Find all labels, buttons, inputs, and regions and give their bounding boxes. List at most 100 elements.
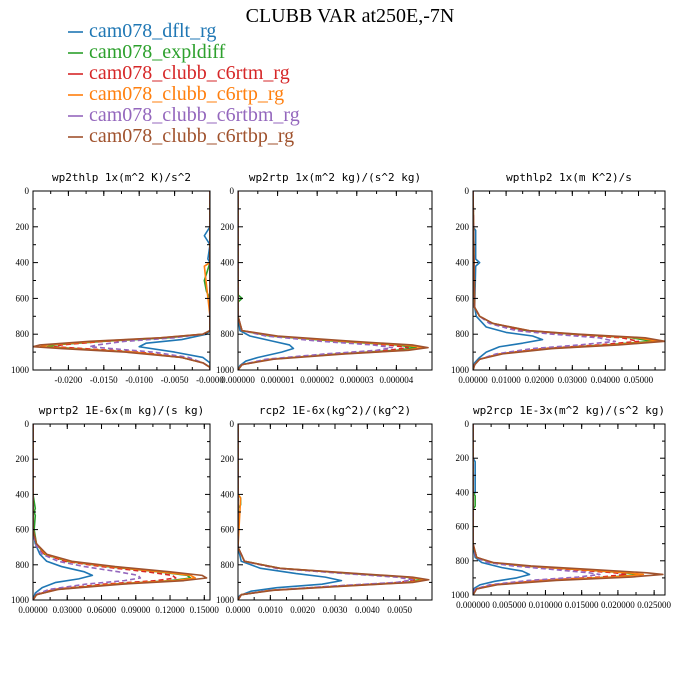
x-tick-label: 0.0020 [290, 605, 315, 615]
y-tick-label: 200 [456, 222, 470, 232]
legend-label: cam078_clubb_c6rtbm_rg [89, 104, 300, 126]
y-tick-label: 600 [221, 525, 235, 535]
x-tick-label: -0.0100 [125, 375, 153, 385]
axis-frame [237, 190, 433, 371]
series-line [473, 191, 640, 370]
y-tick-label: 800 [16, 329, 30, 339]
series-group [473, 424, 664, 595]
series-line [33, 424, 192, 600]
y-tick-label: 0 [230, 186, 235, 196]
x-tick-label: 0.02000 [525, 375, 555, 385]
panel-title: wp2rcp 1E-3x(m^2 kg)/(s^2 kg) [473, 404, 665, 417]
y-tick-label: 1000 [216, 595, 235, 605]
y-tick-label: 800 [456, 329, 470, 339]
x-tick-label: 0.0030 [323, 605, 348, 615]
series-line [238, 191, 429, 370]
panel-title: wprtp2 1E-6x(m kg)/(s kg) [39, 404, 205, 417]
legend: cam078_dflt_rgcam078_expldiffcam078_club… [68, 20, 300, 147]
series-line [33, 191, 210, 370]
series-line [238, 424, 343, 600]
x-tick-label: -0.0050 [161, 375, 189, 385]
series-line [33, 424, 196, 600]
y-tick-label: 600 [456, 522, 470, 532]
series-line [473, 424, 601, 595]
x-tick-label: 0.15000 [190, 605, 220, 615]
series-line [473, 424, 531, 595]
x-tick-label: 0.000002 [300, 375, 334, 385]
y-tick-label: 1000 [11, 595, 30, 605]
x-tick-label: 0.000004 [379, 375, 413, 385]
x-tick-label: -0.0150 [90, 375, 118, 385]
y-tick-label: 0 [25, 419, 30, 429]
x-tick-label: 0.03000 [558, 375, 588, 385]
legend-label: cam078_expldiff [89, 41, 226, 63]
series-line [138, 191, 210, 370]
x-tick-label: 0.00000 [18, 605, 48, 615]
series-line [473, 191, 660, 370]
x-tick-label: 0.015000 [565, 600, 599, 610]
legend-item: cam078_expldiff [68, 41, 226, 63]
y-tick-label: 0 [465, 419, 470, 429]
legend-label: cam078_clubb_c6rtm_rg [89, 62, 290, 84]
chart-panel: wp2thlp 1x(m^2 K)/s^2 0 200 400 600 800 1000 -0… [11, 171, 224, 385]
y-tick-label: 1000 [216, 365, 235, 375]
x-tick-label: 0.06000 [87, 605, 117, 615]
series-line [473, 191, 617, 370]
y-tick-label: 200 [456, 453, 470, 463]
x-tick-label: 0.03000 [53, 605, 83, 615]
y-tick-label: 400 [16, 258, 30, 268]
series-line [238, 424, 430, 600]
legend-item: cam078_clubb_c6rtbm_rg [68, 104, 300, 126]
y-tick-label: 1000 [451, 590, 470, 600]
y-tick-label: 400 [456, 258, 470, 268]
y-tick-label: 600 [16, 293, 30, 303]
y-tick-label: 0 [25, 186, 30, 196]
x-tick-label: 0.010000 [529, 600, 563, 610]
y-tick-label: 200 [16, 454, 30, 464]
panel-title: wpthlp2 1x(m K^2)/s [506, 171, 632, 184]
panel-title: rcp2 1E-6x(kg^2)/(kg^2) [259, 404, 411, 417]
y-tick-label: 400 [16, 489, 30, 499]
series-line [238, 424, 427, 600]
series-group [238, 424, 430, 600]
x-tick-label: 0.020000 [601, 600, 635, 610]
x-tick-label: -0.0000 [196, 375, 224, 385]
x-tick-label: -0.0200 [55, 375, 83, 385]
x-tick-label: 0.025000 [637, 600, 671, 610]
y-tick-label: 200 [221, 222, 235, 232]
legend-label: cam078_clubb_c6rtp_rg [89, 83, 284, 105]
x-tick-label: 0.005000 [492, 600, 526, 610]
series-line [33, 424, 208, 600]
y-tick-label: 600 [221, 293, 235, 303]
legend-label: cam078_dflt_rg [89, 20, 216, 42]
series-line [33, 424, 177, 600]
y-tick-label: 800 [16, 560, 30, 570]
chart-panel: wpthlp2 1x(m K^2)/s 0 200 400 600 800 10000.00… [451, 171, 666, 385]
y-tick-label: 0 [230, 419, 235, 429]
series-line [473, 424, 664, 595]
y-tick-label: 200 [221, 454, 235, 464]
series-line [33, 424, 94, 600]
x-tick-label: 0.000000 [221, 375, 255, 385]
x-tick-label: 0.09000 [121, 605, 151, 615]
x-tick-label: 0.12000 [155, 605, 185, 615]
x-tick-label: 0.05000 [624, 375, 654, 385]
y-tick-label: 1000 [11, 365, 30, 375]
y-tick-label: 800 [221, 560, 235, 570]
series-group [473, 191, 665, 370]
x-tick-label: 0.0000 [226, 605, 251, 615]
x-tick-label: 0.0040 [355, 605, 380, 615]
x-tick-label: 0.000003 [340, 375, 374, 385]
x-tick-label: 0.0010 [258, 605, 283, 615]
x-tick-label: 0.04000 [591, 375, 621, 385]
series-line [238, 424, 424, 600]
series-group [33, 191, 210, 370]
legend-item: cam078_clubb_c6rtp_rg [68, 83, 284, 105]
legend-item: cam078_clubb_c6rtm_rg [68, 62, 290, 84]
y-tick-label: 1000 [451, 365, 470, 375]
series-line [238, 424, 417, 600]
x-tick-label: 0.00000 [458, 375, 488, 385]
y-tick-label: 800 [221, 329, 235, 339]
legend-item: cam078_clubb_c6rtbp_rg [68, 125, 294, 147]
